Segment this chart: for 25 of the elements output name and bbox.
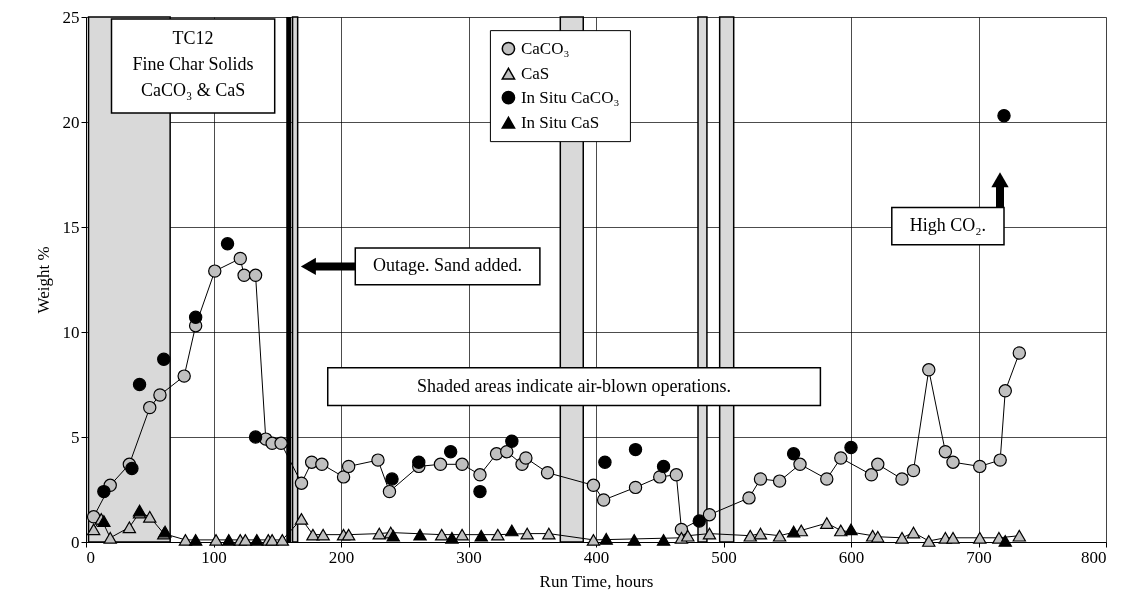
y-tick-label: 10: [62, 322, 80, 342]
y-tick-label: 25: [62, 7, 80, 27]
legend-label: In Situ CaCO₃: [520, 87, 620, 107]
x-tick-label: 300: [456, 547, 482, 567]
y-axis-title: Weight %: [33, 246, 53, 314]
x-tick-label: 800: [1081, 547, 1107, 567]
x-tick-label: 0: [86, 547, 95, 567]
y-tick-label: 0: [71, 532, 80, 552]
x-tick-label: 100: [201, 547, 227, 567]
x-tick-label: 700: [966, 547, 992, 567]
x-tick-label: 500: [711, 547, 737, 567]
x-tick-label: 400: [583, 547, 610, 567]
legend-label: In Situ CaS: [520, 112, 600, 132]
text: TC12 Fine Char Solids CaCO₃ & CaS: [132, 28, 254, 100]
y-tick-label: 20: [62, 112, 80, 132]
x-axis-title: Run Time, hours: [539, 571, 654, 591]
y-tick-label: 5: [71, 427, 80, 447]
annotation: Shaded areas indicate air-blown operations.: [417, 375, 732, 396]
annotation: High CO₂.: [909, 215, 987, 236]
x-tick-label: 600: [838, 547, 865, 567]
legend-label: CaCO₃: [520, 38, 570, 58]
x-tick-label: 200: [328, 547, 355, 567]
annotation: Outage. Sand added.: [373, 255, 523, 276]
legend-label: CaS: [520, 63, 550, 83]
y-tick-label: 15: [62, 217, 80, 237]
